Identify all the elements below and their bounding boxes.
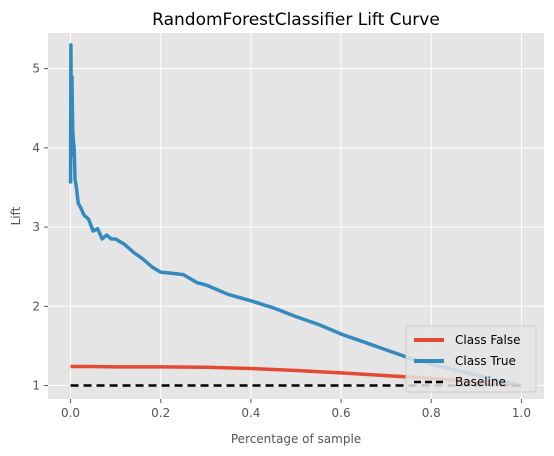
x-tick-label: 0.6 xyxy=(332,406,351,420)
y-tick-label: 5 xyxy=(32,62,40,76)
legend-label-class-false: Class False xyxy=(455,333,521,347)
y-tick-label: 2 xyxy=(32,299,40,313)
x-tick-label: 0.4 xyxy=(241,406,260,420)
y-tick-label: 1 xyxy=(32,379,40,393)
series-line-class-true xyxy=(68,43,522,388)
x-tick-label: 0.8 xyxy=(422,406,441,420)
x-axis-label: Percentage of sample xyxy=(231,432,361,446)
grid xyxy=(48,33,544,399)
y-tick-label: 4 xyxy=(32,141,40,155)
x-tick-label: 0.0 xyxy=(61,406,80,420)
y-axis-label: Lift xyxy=(9,206,23,225)
chart-title: RandomForestClassifier Lift Curve xyxy=(152,10,440,30)
x-tick-label: 0.2 xyxy=(151,406,170,420)
legend-label-class-true: Class True xyxy=(455,354,516,368)
x-tick-label: 1.0 xyxy=(512,406,531,420)
legend-label-baseline: Baseline xyxy=(455,375,506,389)
legend-box xyxy=(405,325,537,393)
legend: Class False Class True Baseline xyxy=(405,325,537,393)
tick-labels: 0.0 0.2 0.4 0.6 0.8 1.0 1 2 3 4 5 xyxy=(32,62,531,420)
y-tick-label: 3 xyxy=(32,220,40,234)
